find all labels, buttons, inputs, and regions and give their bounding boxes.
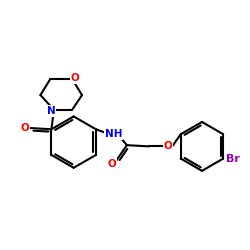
Text: O: O: [71, 73, 80, 83]
Text: O: O: [21, 123, 30, 133]
Text: NH: NH: [105, 129, 122, 139]
Text: O: O: [164, 142, 173, 152]
Text: O: O: [107, 158, 116, 168]
Text: Br: Br: [226, 154, 239, 164]
Text: N: N: [46, 106, 55, 116]
